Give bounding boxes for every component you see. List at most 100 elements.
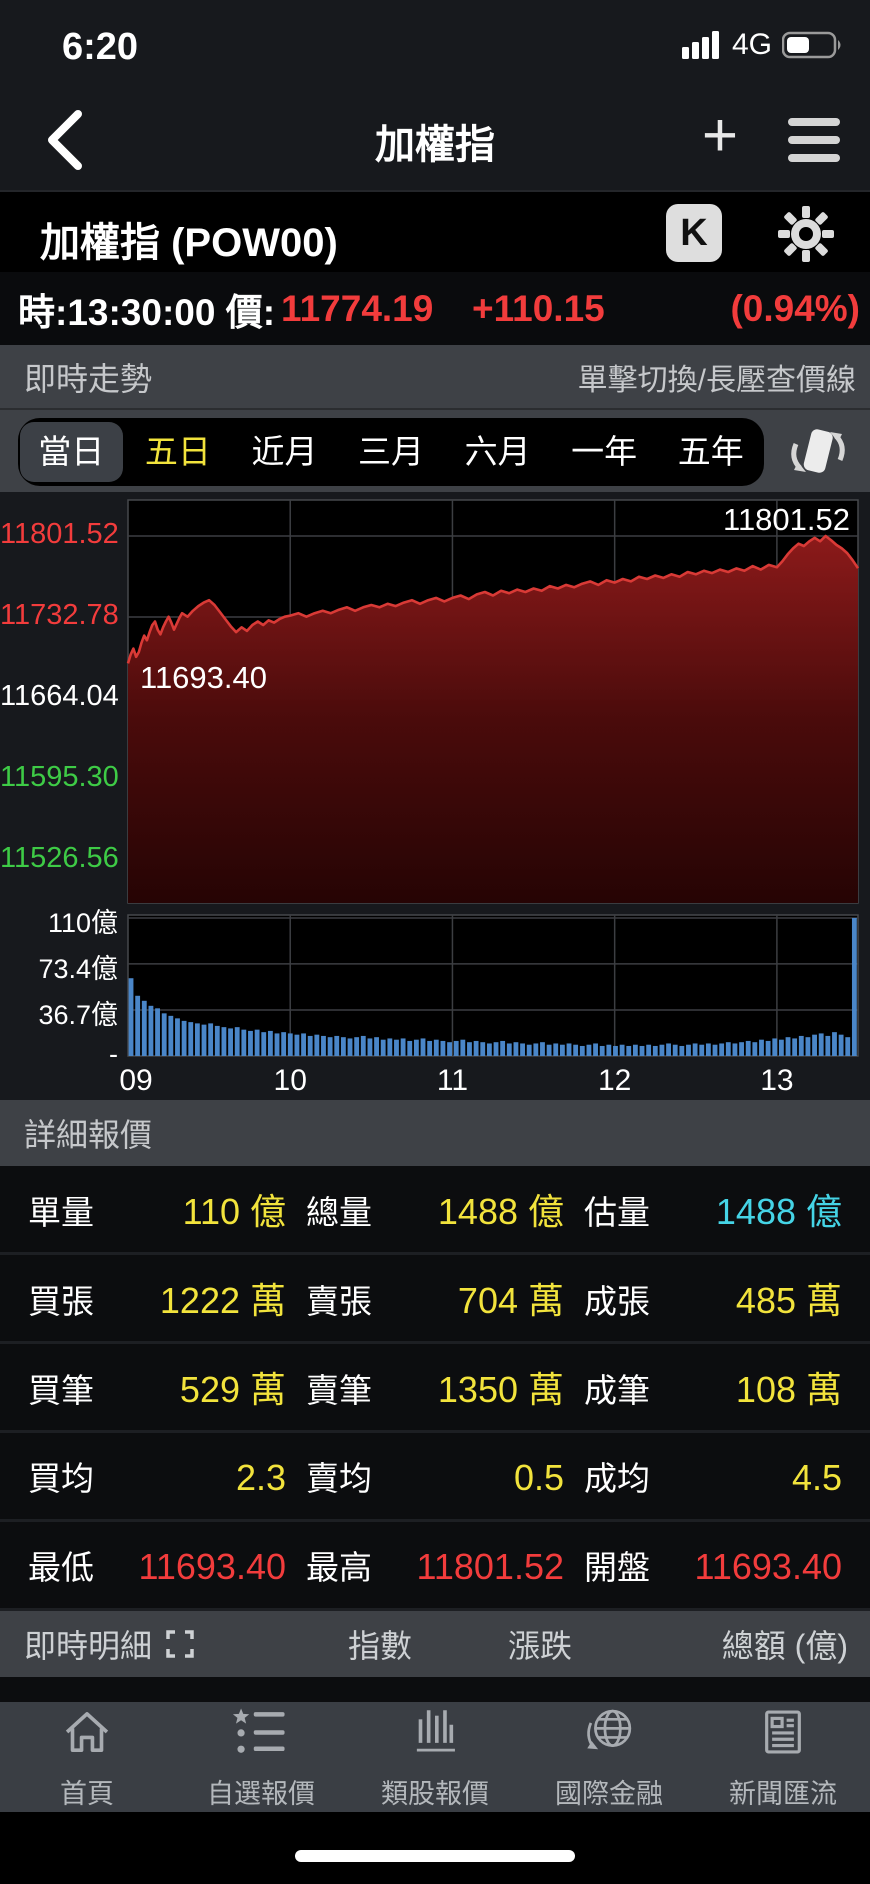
nav-item-label: 類股報價 — [381, 1779, 489, 1809]
nav-item-類股報價[interactable]: 類股報價 — [348, 1702, 522, 1812]
time-axis-label: 12 — [597, 1064, 632, 1097]
range-tab-五年[interactable]: 五年 — [677, 433, 744, 470]
quote-label: 單量 — [28, 1194, 94, 1231]
price-axis-label: 11595.30 — [0, 761, 119, 793]
quote-cell: 開盤 11693.40 — [584, 1541, 842, 1589]
chart-hint-label: 單擊切換/長壓查價線 — [577, 363, 856, 397]
range-tab-近月[interactable]: 近月 — [251, 433, 318, 470]
quote-value: 2.3 — [235, 1457, 286, 1498]
quote-row: 最低 11693.40 最高 11801.52 開盤 11693.40 — [0, 1522, 870, 1611]
quote-label: 開盤 — [584, 1549, 650, 1586]
last-price: 11774.19 — [281, 287, 434, 329]
menu-button[interactable] — [788, 118, 840, 162]
news-icon — [754, 1703, 812, 1766]
time-label: 時: — [18, 291, 68, 333]
quote-cell: 賣張 704 萬 — [306, 1272, 564, 1324]
price-summary-row: 時:13:30:00 價: 11774.19 +110.15 (0.94%) — [0, 272, 870, 345]
quote-row: 單量 110 億總量 1488 億估量 1488 億 — [0, 1166, 870, 1255]
range-tab-五日[interactable]: 五日 — [144, 433, 211, 470]
quote-label: 總量 — [306, 1194, 372, 1231]
nav-item-國際金融[interactable]: 國際金融 — [522, 1702, 696, 1812]
quote-cell: 總量 1488 億 — [306, 1183, 564, 1235]
quote-cell: 最低 11693.40 — [28, 1541, 286, 1589]
range-tab-一年[interactable]: 一年 — [571, 433, 638, 470]
bottom-navigation: 首頁 自選報價 類股報價 國際金融 新聞匯流 — [0, 1702, 870, 1812]
quote-value: 108 萬 — [735, 1369, 842, 1410]
rotate-screen-icon[interactable] — [774, 420, 862, 484]
price-label: 價: — [225, 291, 276, 333]
quote-label: 成張 — [584, 1283, 650, 1320]
nav-item-自選報價[interactable]: 自選報價 — [174, 1702, 348, 1812]
range-tab-當日[interactable]: 當日 — [20, 422, 123, 482]
time-axis-label: 10 — [273, 1064, 307, 1097]
status-bar: 6:20 4G — [0, 0, 870, 90]
price-axis-label: 11526.56 — [0, 842, 119, 874]
quote-label: 賣均 — [306, 1460, 372, 1497]
symbol-name: 加權指 (POW00) — [40, 221, 338, 265]
intraday-chart[interactable]: 11801.52 11732.78 11664.04 11595.30 11526.56… — [0, 492, 870, 1100]
bottom-safe-area — [0, 1812, 870, 1884]
range-tab-六月[interactable]: 六月 — [464, 433, 531, 470]
quote-value: 11693.40 — [694, 1546, 842, 1587]
range-tab-band: 當日 五日 近月 三月 六月 一年 五年 — [0, 408, 870, 492]
home-icon — [58, 1703, 116, 1766]
quote-cell: 賣筆 1350 萬 — [306, 1361, 564, 1413]
volume-axis-label: 73.4億 — [38, 953, 118, 984]
quote-label: 買筆 — [28, 1372, 94, 1409]
sector-quotes-icon — [406, 1703, 464, 1766]
quote-value: 11801.52 — [416, 1546, 564, 1587]
expand-icon — [166, 1630, 194, 1658]
quote-cell: 買筆 529 萬 — [28, 1361, 286, 1413]
quote-row: 買均 2.3 賣均 0.5 成均 4.5 — [0, 1433, 870, 1522]
tape-col-change: 漲跌 — [507, 1628, 572, 1664]
quote-label: 最高 — [306, 1549, 372, 1586]
quote-value: 0.5 — [513, 1457, 564, 1498]
quote-label: 買均 — [28, 1460, 94, 1497]
k-chart-button[interactable]: K — [666, 204, 722, 262]
symbol-row: 加權指 (POW00) K — [0, 190, 870, 272]
quote-label: 估量 — [584, 1194, 650, 1231]
range-tab-三月[interactable]: 三月 — [358, 433, 425, 470]
tape-title: 即時明細 — [24, 1628, 153, 1664]
nav-item-label: 首頁 — [60, 1779, 114, 1809]
quote-label: 成筆 — [584, 1372, 650, 1409]
quote-value: 11693.40 — [138, 1546, 286, 1587]
volume-axis-label: - — [109, 1039, 118, 1069]
quote-value: 4.5 — [791, 1457, 842, 1498]
global-finance-icon — [580, 1703, 638, 1766]
chart-canvas — [126, 499, 860, 1057]
quote-label: 賣筆 — [306, 1372, 372, 1409]
quote-cell: 買均 2.3 — [28, 1452, 286, 1500]
detail-section-title: 詳細報價 — [24, 1117, 153, 1153]
quote-label: 成均 — [584, 1460, 650, 1497]
quote-cell: 單量 110 億 — [28, 1183, 286, 1235]
detail-section-header: 詳細報價 — [0, 1100, 870, 1166]
gear-icon[interactable] — [776, 204, 836, 264]
chart-mode-bar: 即時走勢 單擊切換/長壓查價線 — [0, 345, 870, 408]
watchlist-icon — [232, 1703, 290, 1766]
open-annotation: 11693.40 — [140, 660, 267, 695]
high-annotation: 11801.52 — [723, 502, 850, 537]
range-tabs: 當日 五日 近月 三月 六月 一年 五年 — [18, 418, 764, 486]
nav-item-label: 新聞匯流 — [729, 1779, 837, 1809]
back-button[interactable] — [40, 108, 90, 172]
price-change: +110.15 — [472, 287, 605, 329]
quote-value: 1488 億 — [437, 1191, 564, 1232]
quote-table: 單量 110 億總量 1488 億估量 1488 億買張 1222 萬賣張 704 萬成張… — [0, 1166, 870, 1611]
nav-item-label: 自選報價 — [207, 1779, 315, 1809]
nav-item-新聞匯流[interactable]: 新聞匯流 — [696, 1702, 870, 1812]
time-axis-label: 11 — [436, 1064, 469, 1097]
price-axis-label: 11732.78 — [0, 599, 119, 631]
quote-cell: 買張 1222 萬 — [28, 1272, 286, 1324]
nav-item-首頁[interactable]: 首頁 — [0, 1702, 174, 1812]
add-button[interactable]: + — [701, 101, 739, 170]
tape-header-bar: 即時明細 指數 漲跌 總額 (億) — [0, 1611, 870, 1677]
tape-expand-button[interactable]: 即時明細 — [24, 1621, 300, 1667]
nav-item-label: 國際金融 — [555, 1779, 663, 1809]
network-type-label: 4G — [731, 28, 772, 61]
quote-row: 買筆 529 萬賣筆 1350 萬成筆 108 萬 — [0, 1344, 870, 1433]
quote-cell: 最高 11801.52 — [306, 1541, 564, 1589]
chart-mode-label: 即時走勢 — [24, 360, 153, 397]
home-indicator[interactable] — [295, 1850, 575, 1862]
